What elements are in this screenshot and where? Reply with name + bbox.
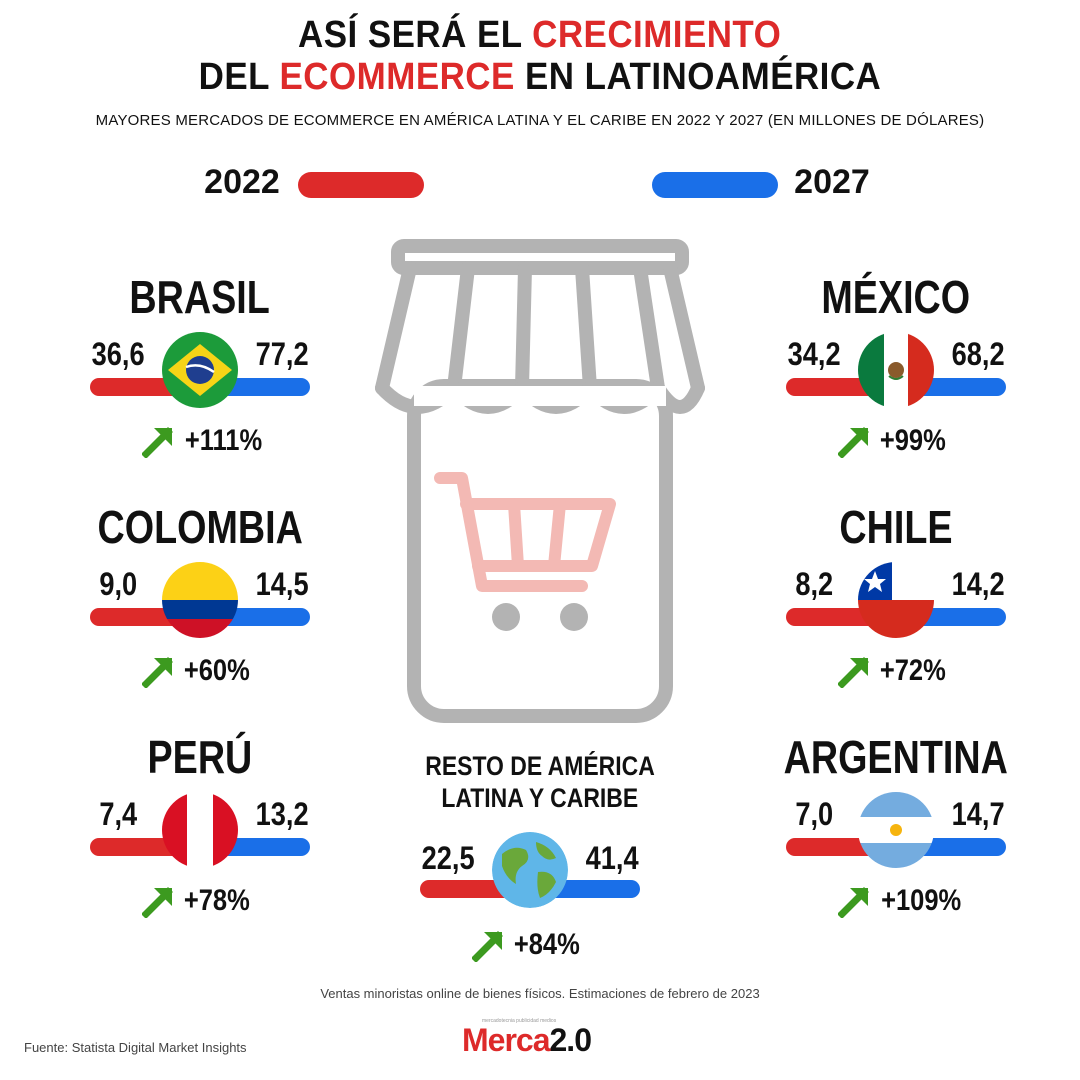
value-2022: 7,4 xyxy=(99,796,137,832)
country-card-colombia: COLOMBIA 9,0 14,5 +60% xyxy=(90,500,310,720)
up-arrow-icon xyxy=(142,654,176,688)
up-arrow-icon xyxy=(838,884,872,918)
legend-bar-2022 xyxy=(298,172,424,198)
subtitle: MAYORES MERCADOS DE ECOMMERCE EN AMÉRICA… xyxy=(95,112,985,129)
country-name: COLOMBIA xyxy=(97,501,303,553)
value-2027: 14,2 xyxy=(951,566,1005,602)
value-2022: 22,5 xyxy=(421,840,475,876)
logo-text-merca: Merca xyxy=(462,1022,550,1058)
logo-tagline: mercadotecnia publicidad medios xyxy=(482,1018,557,1024)
value-2027: 77,2 xyxy=(255,336,309,372)
title-line-1: ASÍ SERÁ EL CRECIMIENTO xyxy=(0,14,1080,57)
source-note: Fuente: Statista Digital Market Insights xyxy=(24,1040,247,1055)
value-2022: 7,0 xyxy=(795,796,833,832)
growth-value: +78% xyxy=(183,884,250,917)
title-line-1-prefix: ASÍ SERÁ EL xyxy=(298,14,533,56)
country-card-argentina: ARGENTINA 7,0 14,7 +109% xyxy=(784,730,1008,950)
growth-value: +84% xyxy=(513,928,580,961)
value-2027: 14,5 xyxy=(255,566,309,602)
logo-text-20: 2.0 xyxy=(549,1022,592,1058)
title-highlight-ecommerce: ECOMMERCE xyxy=(279,56,515,98)
legend-year-2022: 2022 xyxy=(204,163,280,201)
argentina-flag-icon xyxy=(858,792,934,868)
country-name: BRASIL xyxy=(129,271,271,323)
merca20-logo: mercadotecnia publicidad medios Merca2.0 xyxy=(462,1018,622,1058)
growth-indicator: +99% xyxy=(826,422,986,462)
mexico-flag-icon xyxy=(858,332,934,408)
up-arrow-icon xyxy=(472,928,506,962)
title-highlight-crecimiento: CRECIMIENTO xyxy=(532,14,782,56)
shopping-cart-icon xyxy=(434,472,616,592)
legend-year-2027: 2027 xyxy=(794,163,870,201)
growth-indicator: +60% xyxy=(130,652,290,692)
brazil-flag-icon xyxy=(162,332,238,408)
legend-bar-2027 xyxy=(652,172,778,198)
value-2022: 9,0 xyxy=(99,566,137,602)
country-name: PERÚ xyxy=(147,731,253,783)
growth-indicator: +84% xyxy=(460,926,620,966)
up-arrow-icon xyxy=(142,424,176,458)
growth-indicator: +78% xyxy=(130,882,290,922)
globe-icon xyxy=(492,832,568,908)
country-card-brasil: BRASIL 36,6 77,2 +111% xyxy=(90,270,310,490)
country-card-resto: 22,5 41,4 +84% xyxy=(420,756,640,976)
title-line-2-suffix: EN LATINOAMÉRICA xyxy=(514,56,882,98)
growth-value: +72% xyxy=(879,654,946,687)
country-card-chile: CHILE 8,2 14,2 +72% xyxy=(786,500,1006,720)
value-2027: 68,2 xyxy=(951,336,1005,372)
country-name: MÉXICO xyxy=(821,271,971,323)
growth-indicator: +72% xyxy=(826,652,986,692)
value-2027: 13,2 xyxy=(255,796,309,832)
country-card-peru: PERÚ 7,4 13,2 +78% xyxy=(90,730,310,950)
title-line-2: DEL ECOMMERCE EN LATINOAMÉRICA xyxy=(0,56,1080,99)
colombia-flag-icon xyxy=(162,562,238,638)
chile-flag-icon xyxy=(858,562,934,638)
country-name: CHILE xyxy=(839,501,953,553)
peru-flag-icon xyxy=(162,792,238,868)
growth-value: +60% xyxy=(183,654,250,687)
footnote: Ventas minoristas online de bienes físic… xyxy=(320,986,760,1001)
online-store-icon xyxy=(375,239,705,723)
growth-indicator: +111% xyxy=(130,422,290,462)
value-2022: 36,6 xyxy=(91,336,145,372)
country-name: ARGENTINA xyxy=(783,731,1009,783)
country-card-mexico: MÉXICO 34,2 68,2 +99% xyxy=(786,270,1006,490)
value-2027: 41,4 xyxy=(585,840,639,876)
growth-value: +109% xyxy=(881,884,962,917)
value-2022: 34,2 xyxy=(787,336,841,372)
up-arrow-icon xyxy=(142,884,176,918)
growth-value: +99% xyxy=(879,424,946,457)
title-line-2-prefix: DEL xyxy=(198,56,280,98)
value-2022: 8,2 xyxy=(795,566,833,602)
growth-value: +111% xyxy=(184,424,263,457)
growth-indicator: +109% xyxy=(826,882,986,922)
country-name-resto: RESTO DE AMÉRICA LATINA Y CARIBE xyxy=(425,751,655,813)
up-arrow-icon xyxy=(838,424,872,458)
up-arrow-icon xyxy=(838,654,872,688)
value-2027: 14,7 xyxy=(951,796,1005,832)
